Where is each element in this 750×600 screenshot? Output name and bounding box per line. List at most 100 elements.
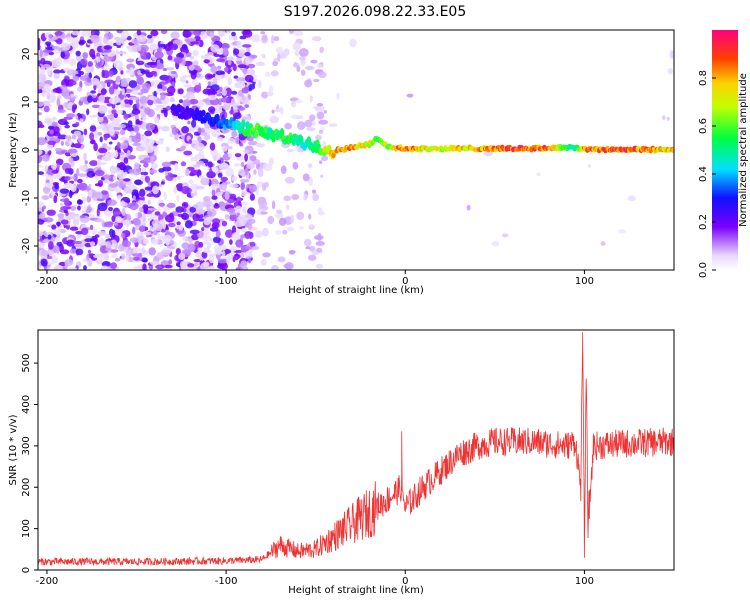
spectrogram-noise-cell [181,43,188,50]
spectrogram-noise-cell [121,30,129,39]
spectrogram-noise-cell [587,164,592,168]
spectrogram-noise-cell [49,129,54,135]
spectrogram-noise-cell [319,129,324,134]
spectrogram-noise-cell [315,105,325,113]
spectrogram-noise-cell [219,244,227,251]
spectrogram-noise-cell [120,200,125,206]
spectrogram-noise-cell [158,168,165,173]
spectrogram-noise-cell [267,215,275,225]
spectrogram-noise-cell [323,110,327,114]
spectrogram-noise-cell [152,223,158,229]
spectrogram-x-tick-label: -100 [215,276,238,287]
spectrogram-noise-cell [190,70,197,80]
spectrogram-noise-cell [180,145,186,151]
spectrogram-noise-cell [231,225,237,234]
spectrogram-noise-cell [171,126,178,135]
spectrogram-noise-cell [242,67,248,75]
spectrogram-noise-cell [203,250,213,254]
spectrogram-noise-cell [57,118,68,126]
spectrogram-noise-cell [149,169,157,174]
spectrogram-noise-cell [249,155,257,162]
spectrogram-noise-cell [143,231,152,236]
spectrogram-noise-cell [108,206,114,212]
spectrogram-noise-cell [181,212,190,220]
spectrogram-noise-cell [123,113,129,120]
spectrogram-noise-cell [135,212,139,218]
spectrogram-noise-cell [195,73,202,78]
spectrogram-noise-cell [242,30,253,38]
spectrogram-noise-cell [158,43,167,48]
spectrogram-noise-cell [189,98,199,105]
spectrogram-noise-cell [148,247,156,256]
spectrogram-noise-cell [154,211,161,216]
spectrogram-noise-cell [316,111,325,120]
spectrogram-noise-cell [291,100,296,108]
spectrogram-noise-cell [72,240,83,245]
spectrogram-noise-cell [50,94,57,102]
spectrogram-noise-cell [112,176,117,181]
spectrogram-noise-cell [190,156,198,162]
spectrogram-noise-cell [191,79,198,86]
spectrogram-noise-cell [193,60,199,66]
spectrogram-noise-cell [298,48,309,57]
spectrogram-noise-cell [97,105,108,114]
spectrogram-noise-cell [297,121,306,130]
spectrogram-noise-cell [229,246,237,252]
spectrogram-noise-cell [238,213,245,222]
spectrogram-noise-cell [180,263,184,270]
spectrogram-noise-cell [116,170,126,179]
spectrogram-noise-cell [221,220,228,227]
spectrogram-noise-cell [53,73,60,80]
spectrogram-noise-cell [118,124,127,129]
spectrogram-noise-cell [94,169,105,177]
spectrogram-noise-cell [156,140,164,145]
spectrogram-noise-cell [221,250,226,258]
spectrogram-noise-cell [140,174,146,182]
spectrogram-noise-cell [198,241,204,248]
spectrogram-noise-cell [47,140,57,145]
spectrogram-noise-cell [313,78,320,83]
spectrogram-noise-cell [71,104,76,113]
spectrogram-noise-cell [349,38,357,48]
spectrogram-noise-cell [139,47,146,57]
spectrogram-noise-cell [90,34,100,44]
spectrogram-noise-cell [137,69,141,76]
spectrogram-noise-cell [160,249,171,256]
spectrogram-noise-cell [307,254,317,261]
spectrogram-noise-cell [244,153,249,162]
spectrogram-noise-cell [667,68,673,75]
spectrogram-noise-cell [181,186,191,195]
spectrogram-noise-cell [247,222,253,230]
spectrogram-noise-cell [86,108,90,116]
spectrogram-noise-cell [38,112,43,116]
spectrogram-noise-cell [143,157,153,163]
spectrogram-noise-cell [43,217,54,223]
spectrogram-noise-cell [83,152,87,162]
spectrogram-noise-cell [169,132,174,138]
spectrogram-noise-cell [184,220,193,229]
spectrogram-noise-cell [262,252,271,258]
spectrogram-noise-cell [60,206,69,211]
spectrogram-noise-cell [159,219,166,225]
spectrogram-noise-cell [222,47,229,56]
spectrogram-noise-cell [118,229,123,234]
spectrogram-noise-cell [406,93,414,98]
spectrogram-noise-cell [151,162,158,170]
colorbar-tick-label: 0.2 [698,214,709,230]
spectrogram-noise-cell [220,176,229,182]
spectrogram-noise-cell [210,90,218,95]
spectrogram-noise-cell [156,265,162,269]
spectrogram-noise-cell [285,204,290,211]
spectrogram-noise-cell [70,93,74,98]
spectrogram-noise-cell [143,162,149,168]
spectrogram-noise-cell [103,134,108,141]
spectrogram-noise-cell [160,93,166,101]
spectrogram-noise-cell [87,61,93,67]
spectrogram-noise-cell [491,241,500,247]
spectrogram-noise-cell [40,258,48,267]
spectrogram-noise-cell [254,230,263,238]
spectrogram-noise-cell [293,62,300,68]
snr-x-tick-label: 100 [575,576,594,587]
spectrogram-noise-cell [192,213,200,222]
